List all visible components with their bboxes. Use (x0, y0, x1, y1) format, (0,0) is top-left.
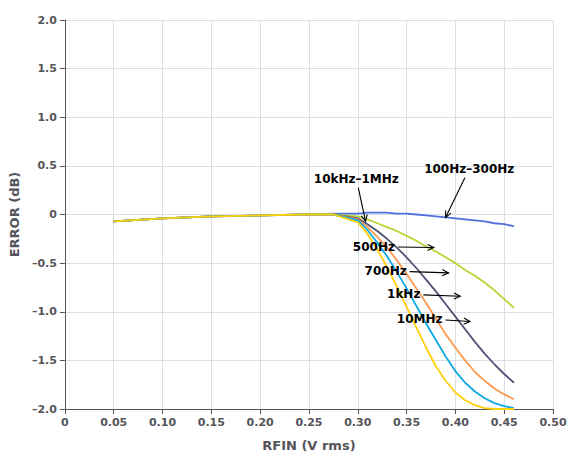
svg-text:10MHz: 10MHz (397, 312, 443, 326)
svg-text:0.30: 0.30 (344, 416, 371, 429)
svg-text:–1.5: –1.5 (32, 354, 57, 367)
svg-text:0.10: 0.10 (149, 416, 176, 429)
svg-text:700Hz: 700Hz (365, 264, 407, 278)
svg-text:1.0: 1.0 (37, 111, 57, 124)
svg-text:500Hz: 500Hz (353, 240, 395, 254)
svg-text:–0.5: –0.5 (32, 257, 57, 270)
svg-text:0.15: 0.15 (198, 416, 225, 429)
svg-text:100Hz–300Hz: 100Hz–300Hz (424, 162, 514, 176)
svg-text:1.5: 1.5 (37, 62, 57, 75)
svg-text:–2.0: –2.0 (32, 403, 57, 416)
svg-text:ERROR (dB): ERROR (dB) (7, 172, 22, 258)
svg-text:0.50: 0.50 (539, 416, 566, 429)
svg-text:RFIN (V rms): RFIN (V rms) (262, 438, 355, 453)
svg-text:0.05: 0.05 (100, 416, 127, 429)
svg-text:0.5: 0.5 (37, 159, 57, 172)
svg-text:10kHz–1MHz: 10kHz–1MHz (314, 172, 399, 186)
svg-text:0: 0 (61, 416, 69, 429)
svg-text:0.35: 0.35 (393, 416, 420, 429)
svg-text:2.0: 2.0 (37, 14, 57, 27)
svg-text:0.20: 0.20 (247, 416, 274, 429)
svg-text:–1.0: –1.0 (32, 305, 57, 318)
svg-text:0: 0 (49, 208, 57, 221)
svg-text:0.40: 0.40 (442, 416, 469, 429)
svg-text:0.25: 0.25 (295, 416, 322, 429)
svg-text:0.45: 0.45 (491, 416, 518, 429)
svg-text:1kHz: 1kHz (387, 287, 420, 301)
